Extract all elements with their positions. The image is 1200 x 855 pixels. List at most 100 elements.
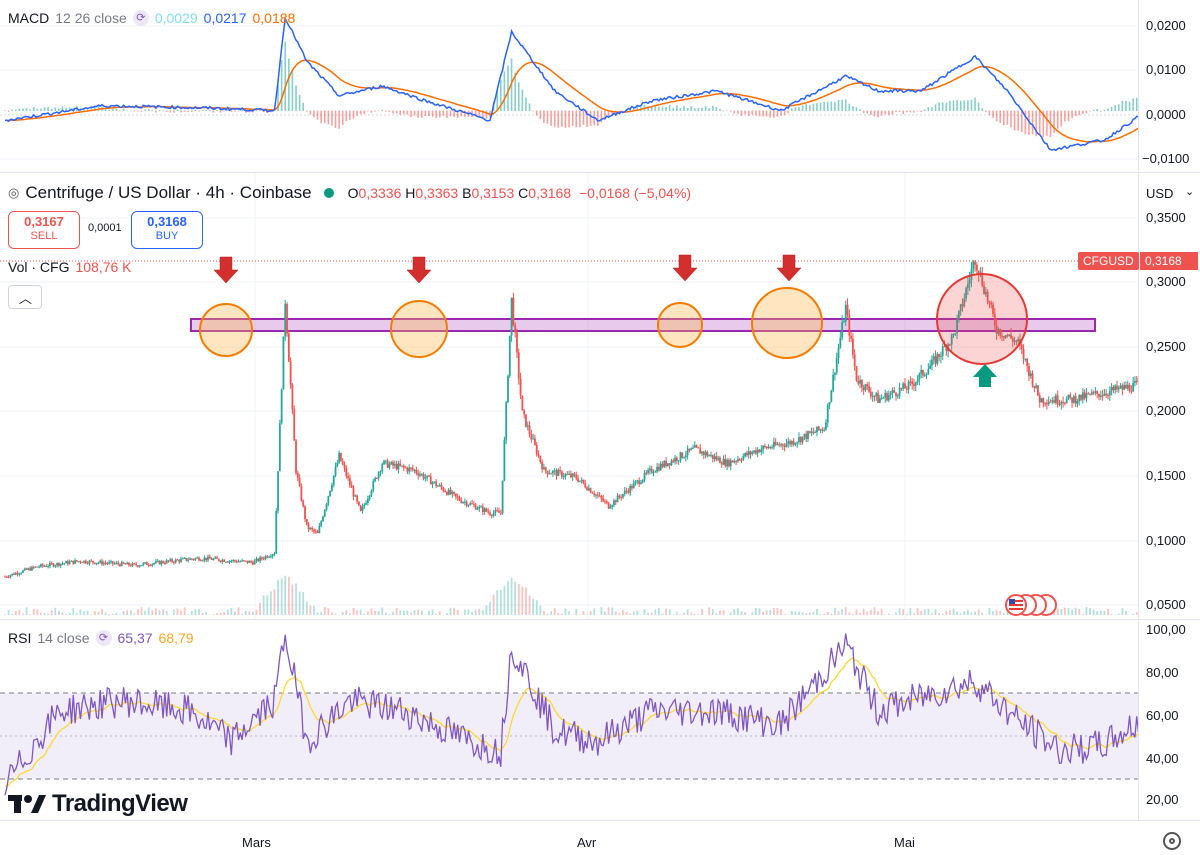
volume-bar (719, 610, 721, 615)
pane-separator[interactable] (0, 172, 1200, 173)
volume-bar (751, 612, 754, 615)
candle-body (226, 561, 229, 563)
candle-body (498, 510, 500, 513)
volume-bar (151, 610, 154, 615)
volume-bar (489, 602, 491, 615)
symbol-header[interactable]: ◎ Centrifuge / US Dollar · 4h · Coinbase… (8, 183, 691, 203)
macd-histogram-bar (791, 108, 793, 112)
candle-body (884, 393, 887, 398)
macd-histogram-bar (108, 109, 110, 112)
macd-histogram-bar (776, 110, 779, 117)
candle-body (823, 429, 826, 431)
volume-bar (140, 607, 143, 615)
macd-histogram-bar (794, 106, 797, 112)
macd-axis-label: 0,0100 (1146, 62, 1186, 77)
candle-body (503, 439, 506, 481)
volume-bar (808, 612, 811, 615)
macd-legend[interactable]: MACD 12 26 close ⟳ 0,0029 0,0217 0,0188 (8, 10, 295, 26)
candle-body (481, 506, 484, 513)
candle-body (451, 491, 454, 495)
volume-bar (460, 614, 463, 615)
buy-button[interactable]: 0,3168 BUY (131, 211, 203, 249)
candle-body (902, 383, 905, 389)
volume-bar (345, 610, 348, 615)
candle-body (537, 454, 540, 456)
macd-histogram-bar (528, 103, 531, 112)
candle-body (837, 347, 840, 358)
market-status-dot-icon[interactable] (323, 188, 334, 198)
macd-histogram-bar (223, 110, 225, 112)
volume-bar (133, 613, 136, 615)
volume-bar (295, 583, 297, 615)
macd-histogram (4, 41, 1138, 138)
macd-histogram-bar (252, 110, 254, 113)
macd-histogram-bar (237, 110, 240, 112)
macd-histogram-bar (992, 110, 994, 118)
volume-bar (992, 611, 994, 615)
macd-histogram-bar (313, 110, 315, 118)
candle-body (586, 487, 588, 491)
volume-legend[interactable]: Vol · CFG 108,76 K (8, 259, 132, 275)
rsi-pane[interactable] (0, 620, 1138, 820)
volume-bar (690, 612, 693, 615)
candle-body (399, 463, 402, 466)
sell-button[interactable]: 0,3167 SELL (8, 211, 80, 249)
volume-bar (313, 605, 315, 615)
tradingview-logo[interactable]: TradingView (8, 790, 188, 818)
macd-histogram-bar (647, 106, 649, 112)
volume-bar (57, 610, 60, 615)
candle-body (1076, 401, 1079, 404)
collapse-legend-button[interactable]: ︿ (8, 285, 42, 309)
macd-histogram-bar (331, 110, 333, 126)
candle-body (90, 560, 93, 562)
candle-body (223, 559, 226, 562)
candle-body (113, 563, 116, 565)
volume-bar (604, 612, 606, 615)
low-value: 0,3153 (471, 185, 515, 201)
settings-cycle-icon[interactable]: ⟳ (95, 630, 112, 646)
candle-body (318, 525, 321, 534)
candle-body (1049, 401, 1052, 403)
currency-select[interactable]: USD ⌄ (1140, 180, 1200, 208)
settings-cycle-icon[interactable]: ⟳ (132, 10, 149, 26)
candle-body (174, 559, 177, 563)
macd-pane[interactable] (0, 0, 1138, 172)
candle-body (812, 431, 815, 433)
macd-histogram-bar (1017, 110, 1019, 131)
rsi-line (4, 633, 1138, 796)
resistance-zone[interactable] (190, 318, 1096, 332)
candle-body (420, 474, 423, 476)
rsi-axis-border (1138, 620, 1139, 820)
volume-bar (25, 607, 28, 615)
candle-body (252, 562, 254, 565)
economic-events-flags[interactable] (1005, 594, 1057, 616)
candle-body (995, 325, 998, 334)
candle-body (386, 460, 389, 468)
candle-body (922, 370, 924, 376)
macd-histogram-bar (420, 110, 423, 118)
candle-body (490, 514, 493, 516)
macd-histogram-bar (668, 104, 671, 112)
candle-body (169, 559, 172, 562)
candle-body (841, 322, 844, 338)
macd-histogram-bar (374, 110, 376, 112)
candle-body (519, 378, 522, 396)
macd-histogram-bar (909, 110, 912, 113)
volume-bar (834, 607, 836, 615)
candle-body (677, 460, 680, 462)
candle-body (305, 518, 308, 525)
macd-histogram-bar (377, 110, 380, 112)
rsi-legend[interactable]: RSI 14 close ⟳ 65,37 68,79 (8, 630, 194, 646)
candle-body (111, 561, 114, 564)
candle-body (388, 464, 391, 468)
candle-body (122, 562, 125, 564)
candle-body (1117, 387, 1120, 390)
macd-histogram-bar (819, 102, 822, 112)
price-pane[interactable] (0, 173, 1138, 619)
symbol-title[interactable]: Centrifuge / US Dollar · 4h · Coinbase (25, 183, 312, 202)
arrow-down-icon (213, 256, 239, 284)
candle-body (194, 558, 197, 560)
volume-bar (816, 609, 818, 615)
pane-separator[interactable] (0, 619, 1200, 620)
settings-gear-icon[interactable] (1163, 832, 1181, 850)
